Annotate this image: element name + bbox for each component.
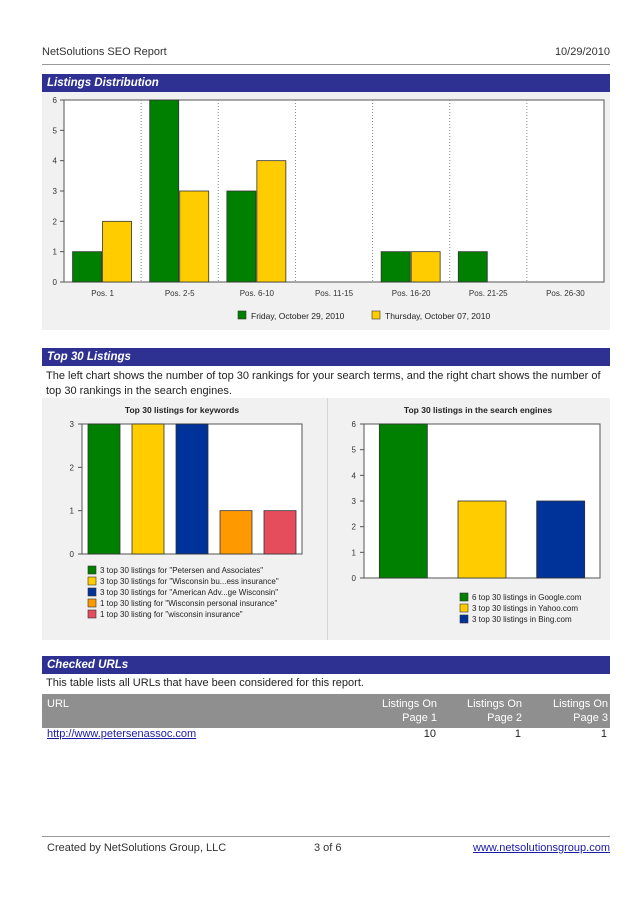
page-number: 3 of 6: [314, 842, 342, 854]
legend-label: 3 top 30 listings for "Wisconsin bu...es…: [100, 577, 279, 586]
bar: [457, 500, 507, 579]
x-tick-label: Pos. 21-25: [469, 289, 508, 298]
legend-swatch: [459, 603, 469, 613]
col-header-page1: Listings On Page 1: [381, 698, 437, 724]
legend-label: Thursday, October 07, 2010: [385, 311, 490, 321]
bar: [410, 251, 441, 283]
report-title: NetSolutions SEO Report: [42, 46, 167, 58]
bar: [72, 251, 102, 283]
bar: [131, 423, 165, 555]
y-tick-label: 6: [352, 420, 357, 429]
bar: [263, 510, 297, 555]
listings-distribution-chart: 0 1 2 3 4 5 6 Pos. 1 Pos. 2-5 Pos. 6-10 Pos. 11-15…: [53, 96, 605, 321]
legend-swatch: [459, 614, 469, 624]
bar: [179, 190, 210, 283]
y-tick-label: 0: [53, 278, 58, 287]
y-tick-label: 2: [352, 523, 357, 532]
top30-panel: Top 30 listings for keywords 0 1 2 3 3 top 30…: [42, 398, 610, 640]
col-header-url: URL: [47, 698, 70, 710]
y-tick-label: 0: [70, 550, 75, 559]
chart-title: Top 30 listings in the search engines: [404, 405, 552, 415]
x-tick-label: Pos. 11-15: [315, 289, 354, 298]
y-tick-label: 4: [53, 157, 58, 166]
y-tick-label: 2: [70, 463, 75, 472]
legend-label: 3 top 30 listings for "Petersen and Asso…: [100, 566, 263, 575]
report-date: 10/29/2010: [554, 46, 610, 58]
legend-label: 3 top 30 listings in Bing.com: [472, 615, 572, 624]
bar: [380, 251, 411, 283]
col-header-page3: Listings On Page 3: [552, 698, 608, 724]
legend-label: 6 top 30 listings in Google.com: [472, 593, 582, 602]
legend-swatch: [459, 592, 469, 602]
legend-label: 3 top 30 listings for "American Adv...ge…: [100, 588, 278, 597]
y-tick-label: 6: [53, 96, 58, 105]
table-row: http://www.petersenassoc.com 10 1 1: [42, 728, 610, 744]
bar: [256, 160, 287, 283]
col-header-page2: Listings On Page 2: [466, 698, 522, 724]
header-divider: [42, 64, 610, 65]
y-tick-label: 3: [53, 187, 58, 196]
checked-urls-description: This table lists all URLs that have been…: [46, 677, 364, 689]
legend-swatch: [87, 576, 97, 586]
legend-label: 1 top 30 listing for "wisconsin insuranc…: [100, 610, 243, 619]
bar: [226, 190, 257, 283]
legend-label: 1 top 30 listing for "Wisconsin personal…: [100, 599, 277, 608]
y-tick-label: 1: [53, 248, 58, 257]
plot-area: [63, 99, 605, 283]
x-tick-label: Pos. 2-5: [165, 289, 195, 298]
bar: [457, 251, 488, 283]
listings-page2: 1: [514, 728, 521, 740]
listings-page1: 10: [423, 728, 436, 740]
x-tick-label: Pos. 26-30: [546, 289, 585, 298]
top30-description: The left chart shows the number of top 3…: [46, 370, 601, 397]
bar: [149, 99, 180, 283]
listings-distribution-panel: 0 1 2 3 4 5 6 Pos. 1 Pos. 2-5 Pos. 6-10 Pos. 11-15…: [42, 92, 610, 330]
url-table-header: URL Listings On Page 1 Listings On Page …: [42, 694, 610, 728]
keywords-chart: Top 30 listings for keywords 0 1 2 3 3 top 30…: [70, 405, 303, 619]
y-tick-label: 1: [70, 507, 75, 516]
search-engines-chart: Top 30 listings in the search engines 0 1 2…: [352, 405, 601, 624]
footer-website-link[interactable]: www.netsolutionsgroup.com: [473, 842, 610, 854]
y-tick-label: 5: [352, 446, 357, 455]
bar: [378, 423, 428, 579]
legend-swatch: [237, 310, 247, 320]
y-tick-label: 1: [352, 548, 357, 557]
legend-swatch: [371, 310, 381, 320]
footer-created-by: Created by NetSolutions Group, LLC: [47, 842, 227, 854]
chart-title: Top 30 listings for keywords: [125, 405, 239, 415]
panel-divider: [327, 398, 328, 640]
x-tick-label: Pos. 6-10: [240, 289, 275, 298]
y-tick-label: 0: [352, 574, 357, 583]
section-title-top30: Top 30 Listings: [42, 348, 610, 366]
legend-label: Friday, October 29, 2010: [251, 311, 345, 321]
footer-divider: [42, 836, 610, 837]
listings-page3: 1: [600, 728, 607, 740]
y-tick-label: 4: [352, 471, 357, 480]
y-tick-label: 3: [352, 497, 357, 506]
y-tick-label: 2: [53, 217, 58, 226]
legend-label: 3 top 30 listings in Yahoo.com: [472, 604, 578, 613]
section-title-checked-urls: Checked URLs: [42, 656, 610, 674]
bar: [219, 510, 253, 555]
legend-swatch: [87, 587, 97, 597]
x-tick-label: Pos. 1: [91, 289, 114, 298]
legend-swatch: [87, 598, 97, 608]
bar: [536, 500, 586, 579]
url-link[interactable]: http://www.petersenassoc.com: [47, 728, 197, 740]
x-tick-label: Pos. 16-20: [392, 289, 431, 298]
section-title-listings-distribution: Listings Distribution: [42, 74, 610, 92]
y-tick-label: 5: [53, 126, 58, 135]
bar: [175, 423, 209, 555]
legend-swatch: [87, 565, 97, 575]
legend-swatch: [87, 609, 97, 619]
y-tick-label: 3: [70, 420, 75, 429]
bar: [102, 220, 132, 283]
bar: [87, 423, 121, 555]
